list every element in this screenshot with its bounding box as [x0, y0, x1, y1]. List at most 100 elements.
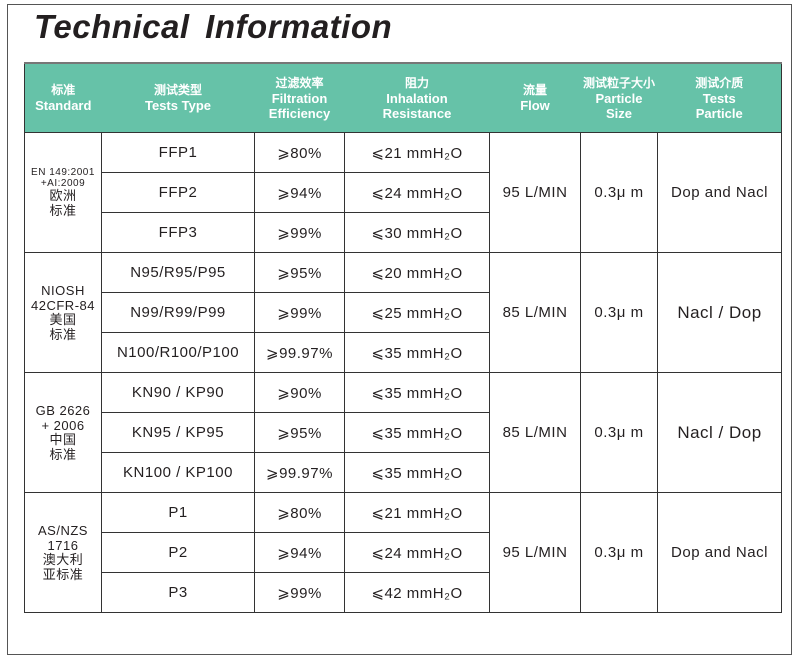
- table-row: EN 149:2001 +AI:2009 欧洲 标准 FFP1 ⩾80% ⩽21 mmH₂O…: [24, 132, 782, 253]
- column-header-en: Particle: [595, 90, 643, 106]
- efficiency-cell: ⩾99%: [254, 292, 345, 333]
- standard-name: + 2006: [41, 417, 85, 433]
- particle-size-cell: 0.3μ m: [580, 252, 658, 373]
- resistance-cell: ⩽35 mmH₂O: [344, 332, 490, 373]
- column-header-cn: 测试类型: [153, 83, 202, 97]
- test-type-cell: P2: [101, 532, 255, 573]
- resistance-cell: ⩽30 mmH₂O: [344, 212, 490, 253]
- test-type-cell: N95/R95/P95: [101, 252, 255, 293]
- flow-cell: 85 L/MIN: [489, 252, 581, 373]
- test-particle-cell: Dop and Nacl: [657, 132, 782, 253]
- test-particle-cell: Nacl / Dop: [657, 372, 782, 493]
- test-type-cell: N100/R100/P100: [101, 332, 255, 373]
- table-row: P2 ⩾94% ⩽24 mmH₂O: [25, 532, 782, 573]
- column-header: 测试类型 Tests Type: [101, 62, 255, 133]
- header-row: 标准 Standard 测试类型 Tests Type 过滤效率 Filtration Ef…: [24, 62, 782, 133]
- standard-name: +AI:2009: [40, 177, 86, 189]
- standard-cn: 中国: [49, 432, 77, 448]
- efficiency-cell: ⩾95%: [254, 412, 345, 453]
- particle-size-cell: 0.3μ m: [580, 492, 658, 613]
- resistance-cell: ⩽24 mmH₂O: [344, 172, 490, 213]
- resistance-cell: ⩽42 mmH₂O: [344, 572, 490, 613]
- test-type-cell: FFP1: [101, 132, 255, 173]
- particle-size-cell: 0.3μ m: [580, 372, 658, 493]
- resistance-cell: ⩽35 mmH₂O: [344, 452, 490, 493]
- test-particle-cell: Nacl / Dop: [657, 252, 782, 373]
- column-header: 阻力 Inhalation Resistance: [344, 62, 490, 133]
- test-particle-cell: Dop and Nacl: [657, 492, 782, 613]
- table-row: N99/R99/P99 ⩾99% ⩽25 mmH₂O: [25, 292, 782, 333]
- test-type-cell: FFP3: [101, 212, 255, 253]
- resistance-cell: ⩽21 mmH₂O: [344, 132, 490, 173]
- column-header: 测试粒子大小 Particle Size: [580, 62, 658, 133]
- efficiency-cell: ⩾99%: [254, 212, 345, 253]
- flow-cell: 95 L/MIN: [489, 132, 581, 253]
- test-type-cell: N99/R99/P99: [101, 292, 255, 333]
- column-header-en: Size: [605, 105, 632, 121]
- efficiency-cell: ⩾80%: [254, 492, 345, 533]
- column-header-cn: 测试粒子大小: [582, 75, 655, 90]
- standard-name: 42CFR-84: [31, 297, 95, 313]
- efficiency-cell: ⩾94%: [254, 532, 345, 573]
- table-row: P3 ⩾99% ⩽42 mmH₂O: [25, 572, 782, 613]
- standard-cell: GB 2626 + 2006 中国 标准: [24, 372, 102, 493]
- standard-name: 1716: [47, 537, 79, 553]
- column-header-en: Inhalation: [386, 90, 448, 106]
- standard-cn: 标准: [49, 203, 77, 219]
- standard-cell: NIOSH 42CFR-84 美国 标准: [24, 252, 102, 373]
- standard-cn: 标准: [49, 327, 77, 343]
- standard-cn: 欧洲: [49, 188, 77, 204]
- efficiency-cell: ⩾95%: [254, 252, 345, 293]
- column-header-en: Tests Type: [145, 98, 211, 113]
- page-frame: [7, 4, 792, 655]
- column-header-cn: 测试介质: [695, 75, 744, 90]
- flow-cell: 85 L/MIN: [489, 372, 581, 493]
- table-row: N100/R100/P100 ⩾99.97% ⩽35 mmH₂O: [25, 332, 782, 373]
- column-header-en: Standard: [35, 98, 92, 113]
- efficiency-cell: ⩾90%: [254, 372, 345, 413]
- column-header-en: Filtration: [271, 90, 328, 106]
- column-header-cn: 流量: [522, 83, 547, 97]
- test-type-cell: KN100 / KP100: [101, 452, 255, 493]
- column-header-en: Efficiency: [268, 105, 331, 121]
- column-header-en: Resistance: [382, 105, 452, 121]
- test-type-cell: KN90 / KP90: [101, 372, 255, 413]
- column-header-en: Particle: [695, 105, 743, 121]
- column-header: 标准 Standard: [24, 62, 102, 133]
- test-type-cell: FFP2: [101, 172, 255, 213]
- table-row: NIOSH 42CFR-84 美国 标准 N95/R95/P95 ⩾95% ⩽20 mmH₂…: [24, 252, 782, 373]
- standard-name: EN 149:2001: [31, 166, 95, 178]
- test-type-cell: KN95 / KP95: [101, 412, 255, 453]
- standard-cn: 亚标准: [42, 567, 84, 583]
- efficiency-cell: ⩾99%: [254, 572, 345, 613]
- resistance-cell: ⩽35 mmH₂O: [344, 412, 490, 453]
- page-title: Technical Information: [34, 8, 393, 45]
- resistance-cell: ⩽35 mmH₂O: [344, 372, 490, 413]
- standard-name: NIOSH: [41, 282, 85, 298]
- column-header: 测试介质 Tests Particle: [657, 62, 782, 133]
- standard-cell: AS/NZS 1716 澳大利 亚标准: [24, 492, 102, 613]
- standard-name: GB 2626: [35, 402, 91, 418]
- standard-name: AS/NZS: [38, 522, 88, 538]
- standard-cn: 美国: [49, 312, 77, 328]
- column-header: 流量 Flow: [489, 62, 581, 133]
- resistance-cell: ⩽24 mmH₂O: [344, 532, 490, 573]
- table-row: AS/NZS 1716 澳大利 亚标准 P1 ⩾80% ⩽21 mmH₂O 95 L/MIN 0…: [24, 492, 782, 613]
- table-row: KN95 / KP95 ⩾95% ⩽35 mmH₂O: [25, 412, 782, 453]
- efficiency-cell: ⩾80%: [254, 132, 345, 173]
- resistance-cell: ⩽25 mmH₂O: [344, 292, 490, 333]
- column-header-cn: 阻力: [404, 75, 429, 90]
- standard-cell: EN 149:2001 +AI:2009 欧洲 标准: [24, 132, 102, 253]
- table-row: GB 2626 + 2006 中国 标准 KN90 / KP90 ⩾90% ⩽35 mmH₂…: [24, 372, 782, 493]
- test-type-cell: P3: [101, 572, 255, 613]
- standard-cn: 澳大利: [42, 552, 84, 568]
- technical-info-table: 标准 Standard 测试类型 Tests Type 过滤效率 Filtration Ef…: [24, 62, 782, 613]
- resistance-cell: ⩽20 mmH₂O: [344, 252, 490, 293]
- resistance-cell: ⩽21 mmH₂O: [344, 492, 490, 533]
- efficiency-cell: ⩾99.97%: [254, 332, 345, 373]
- column-header-en: Flow: [520, 98, 550, 113]
- column-header-en: Tests: [702, 90, 736, 106]
- column-header-cn: 过滤效率: [275, 75, 324, 90]
- efficiency-cell: ⩾99.97%: [254, 452, 345, 493]
- table-row: KN100 / KP100 ⩾99.97% ⩽35 mmH₂O: [25, 452, 782, 493]
